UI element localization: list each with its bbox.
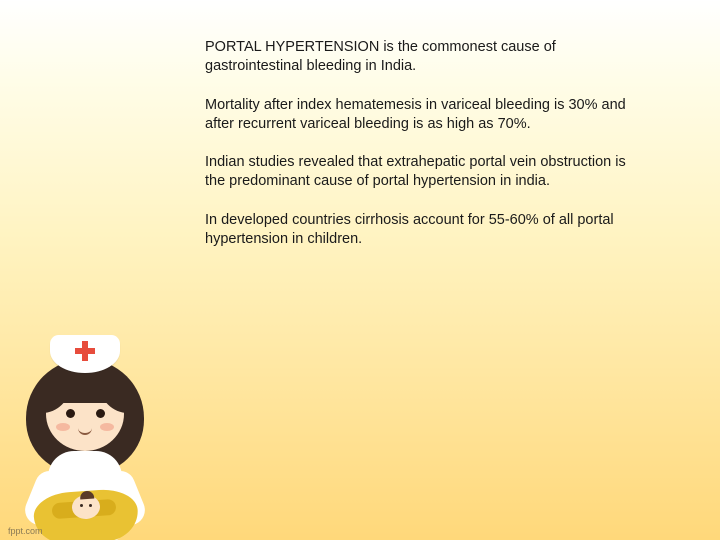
cross-icon	[75, 348, 95, 354]
baby-eye-right	[89, 504, 92, 507]
paragraph-3: Indian studies revealed that extrahepati…	[205, 153, 645, 191]
paragraph-2: Mortality after index hematemesis in var…	[205, 96, 645, 134]
footer-credit: fppt.com	[8, 526, 43, 536]
slide-text-block: PORTAL HYPERTENSION is the commonest cau…	[205, 38, 645, 269]
baby-eye-left	[80, 504, 83, 507]
nurse-blush-right	[100, 423, 114, 431]
paragraph-4: In developed countries cirrhosis account…	[205, 211, 645, 249]
paragraph-1: PORTAL HYPERTENSION is the commonest cau…	[205, 38, 645, 76]
nurse-illustration	[0, 305, 170, 540]
nurse-eye-left	[66, 409, 75, 418]
nurse-eye-right	[96, 409, 105, 418]
nurse-blush-left	[56, 423, 70, 431]
